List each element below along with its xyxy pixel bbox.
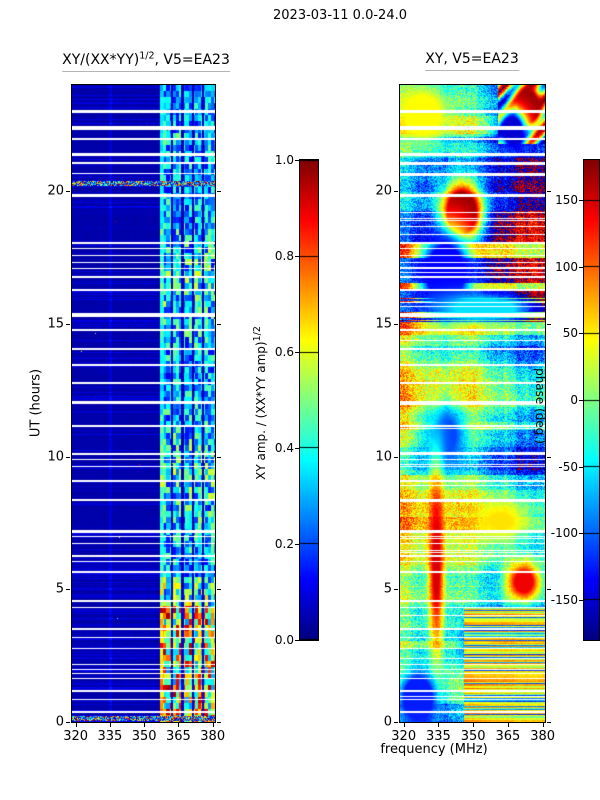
- amplitude-heatmap: [71, 84, 216, 723]
- x-tick-mark: [473, 723, 474, 727]
- x-tick-label: 320: [391, 729, 417, 744]
- x-tick-label: 335: [97, 729, 123, 744]
- amplitude-colorbar-label-text: XY amp. / (XX*YY amp): [254, 341, 269, 480]
- colorbar-tick-mark: [579, 467, 583, 468]
- colorbar-tick-label: 0.4: [274, 441, 294, 455]
- colorbar-tick-label: 1.0: [274, 153, 294, 167]
- y-tick-label: 0: [55, 714, 64, 730]
- phase-heatmap: [399, 84, 546, 723]
- y-tick-label: 20: [375, 183, 392, 199]
- y-tick-mark: [217, 191, 221, 192]
- y-tick-mark: [547, 589, 551, 590]
- amplitude-colorbar: [299, 159, 319, 641]
- y-tick-mark: [66, 191, 70, 192]
- phase-panel-title: XY, V5=EA23: [425, 51, 519, 71]
- y-tick-mark: [66, 589, 70, 590]
- colorbar-tick-mark: [295, 448, 299, 449]
- colorbar-tick-label: 100: [555, 259, 578, 274]
- phase-title-text: XY, V5=EA23: [425, 51, 519, 71]
- y-tick-label: 5: [383, 581, 392, 597]
- colorbar-tick-mark: [579, 600, 583, 601]
- y-tick-mark: [547, 191, 551, 192]
- colorbar-tick-mark: [295, 640, 299, 641]
- colorbar-tick-mark: [295, 352, 299, 353]
- y-tick-mark: [547, 457, 551, 458]
- y-tick-mark: [217, 457, 221, 458]
- x-axis-label: frequency (MHz): [380, 742, 488, 757]
- x-tick-label: 365: [166, 729, 191, 744]
- y-tick-mark: [217, 324, 221, 325]
- colorbar-tick-label: -150: [550, 593, 578, 607]
- x-tick-label: 350: [460, 729, 486, 744]
- y-tick-label: 15: [47, 316, 64, 332]
- amplitude-heatmap-canvas: [72, 85, 215, 722]
- colorbar-tick-label: 0.8: [274, 249, 294, 263]
- colorbar-tick-mark: [579, 533, 583, 534]
- x-tick-label: 365: [495, 729, 521, 744]
- amplitude-title-suffix: , V5=EA23: [154, 51, 230, 68]
- y-tick-label: 5: [55, 581, 64, 597]
- x-tick-mark: [76, 723, 77, 727]
- y-tick-mark: [66, 722, 70, 723]
- colorbar-tick-label: 0.0: [274, 633, 294, 647]
- y-tick-label: 15: [375, 316, 392, 332]
- amplitude-colorbar-canvas: [300, 160, 318, 640]
- x-tick-mark: [213, 723, 214, 727]
- colorbar-tick-mark: [295, 544, 299, 545]
- phase-colorbar-label: phase (deg.): [532, 368, 547, 444]
- y-tick-mark: [394, 191, 398, 192]
- y-tick-label: 10: [47, 449, 64, 465]
- colorbar-tick-mark: [295, 256, 299, 257]
- y-tick-mark: [394, 589, 398, 590]
- y-tick-mark: [547, 324, 551, 325]
- x-tick-mark: [178, 723, 179, 727]
- y-tick-mark: [547, 722, 551, 723]
- x-tick-label: 320: [63, 729, 89, 744]
- colorbar-tick-label: -50: [558, 459, 578, 474]
- x-tick-mark: [144, 723, 145, 727]
- y-tick-mark: [217, 589, 221, 590]
- x-tick-label: 380: [530, 729, 556, 744]
- colorbar-tick-label: 0.6: [274, 345, 294, 359]
- x-tick-label: 350: [131, 729, 157, 744]
- y-tick-mark: [66, 324, 70, 325]
- x-tick-mark: [438, 723, 439, 727]
- x-tick-mark: [543, 723, 544, 727]
- colorbar-tick-label: 150: [555, 193, 578, 207]
- colorbar-tick-mark: [579, 200, 583, 201]
- colorbar-tick-label: 0: [570, 393, 578, 407]
- colorbar-tick-mark: [579, 400, 583, 401]
- x-tick-label: 380: [200, 729, 226, 744]
- amplitude-panel-title: XY/(XX*YY)1/2, V5=EA23: [62, 50, 230, 72]
- amplitude-title-text: XY/(XX*YY): [62, 51, 140, 68]
- x-tick-label: 335: [426, 729, 451, 744]
- y-axis-label: UT (hours): [28, 368, 44, 438]
- y-tick-mark: [394, 324, 398, 325]
- colorbar-tick-mark: [295, 160, 299, 161]
- y-tick-label: 20: [47, 183, 64, 199]
- figure-title: 2023-03-11 0.0-24.0: [273, 8, 407, 23]
- colorbar-tick-label: 50: [562, 326, 578, 341]
- phase-colorbar-canvas: [584, 160, 599, 640]
- phase-heatmap-canvas: [400, 85, 545, 722]
- amplitude-colorbar-label-superscript: 1/2: [252, 326, 264, 342]
- y-tick-mark: [394, 722, 398, 723]
- colorbar-tick-mark: [579, 267, 583, 268]
- y-tick-mark: [394, 457, 398, 458]
- x-tick-mark: [110, 723, 111, 727]
- y-tick-mark: [66, 457, 70, 458]
- colorbar-tick-label: -100: [550, 526, 578, 541]
- x-tick-mark: [508, 723, 509, 727]
- y-tick-label: 0: [383, 714, 392, 730]
- colorbar-tick-label: 0.2: [274, 537, 294, 551]
- amplitude-title-superscript: 1/2: [139, 50, 155, 61]
- y-tick-label: 10: [375, 449, 392, 465]
- colorbar-tick-mark: [579, 333, 583, 334]
- x-tick-mark: [404, 723, 405, 727]
- y-tick-mark: [217, 722, 221, 723]
- phase-colorbar: [583, 159, 600, 641]
